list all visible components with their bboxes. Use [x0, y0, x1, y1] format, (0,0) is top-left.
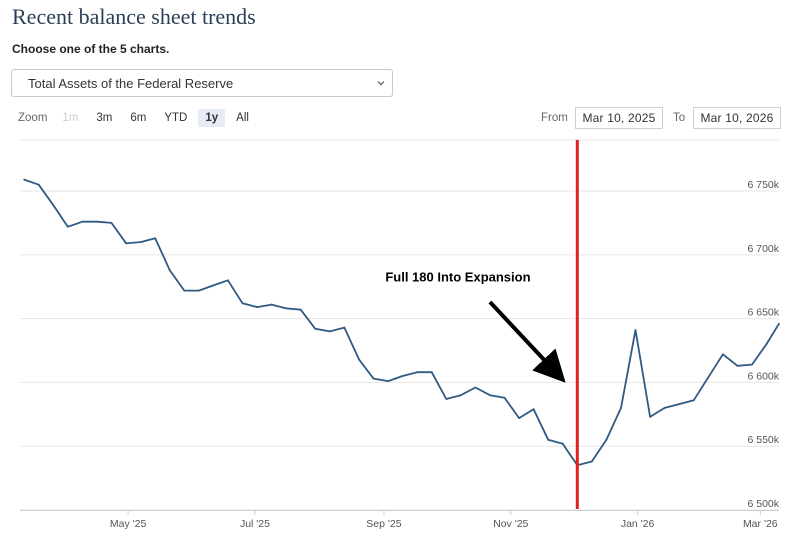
data-point — [110, 222, 113, 224]
zoom-ytd-button[interactable]: YTD — [164, 112, 188, 124]
data-point — [721, 353, 724, 356]
data-point — [416, 371, 419, 374]
data-point — [183, 289, 186, 292]
x-tick-label: Jul '25 — [240, 518, 270, 530]
data-point — [154, 237, 157, 240]
y-tick-label: 6 650k — [747, 307, 779, 319]
data-point — [401, 375, 404, 377]
data-point — [343, 326, 346, 329]
data-point — [168, 269, 171, 272]
data-point — [270, 303, 273, 306]
data-point — [518, 417, 520, 420]
data-point — [197, 289, 200, 292]
zoom-1y-button[interactable]: 1y — [198, 109, 226, 127]
y-tick-label: 6 500k — [747, 498, 779, 510]
data-point — [751, 363, 753, 366]
data-point — [445, 398, 448, 400]
to-label: To — [673, 112, 686, 124]
data-point — [23, 178, 26, 181]
y-tick-label: 6 550k — [747, 434, 779, 446]
data-point — [52, 204, 55, 206]
y-tick-label: 6 700k — [747, 243, 779, 255]
data-point — [358, 358, 360, 361]
chart-select-value: Total Assets of the Federal Reserve — [28, 75, 234, 91]
x-tick-label: Nov '25 — [493, 518, 528, 530]
series-line-total-assets — [23, 178, 780, 467]
data-point — [649, 415, 651, 418]
data-point — [372, 377, 375, 380]
zoom-1m-button[interactable]: 1m — [62, 112, 79, 124]
annotation-arrow — [488, 300, 566, 383]
data-point — [328, 330, 331, 333]
data-point — [139, 241, 142, 243]
zoom-all-button[interactable]: All — [236, 112, 249, 124]
zoom-bar: Zoom 1m 3m 6m YTD 1y All — [18, 109, 260, 127]
zoom-3m-button[interactable]: 3m — [96, 112, 113, 124]
chart-chooser-label: Choose one of the 5 charts. — [12, 42, 170, 56]
data-point — [547, 438, 550, 441]
chevron-down-icon — [377, 81, 385, 86]
data-point — [736, 364, 739, 367]
data-point — [241, 302, 244, 305]
data-point — [678, 403, 681, 406]
x-tick-label: May '25 — [110, 518, 147, 530]
data-point — [590, 460, 593, 463]
y-tick-label: 6 600k — [747, 370, 779, 382]
data-point — [503, 396, 506, 399]
data-point — [620, 407, 622, 409]
chart-select-dropdown[interactable]: Total Assets of the Federal Reserve — [11, 69, 393, 97]
to-date-input[interactable]: Mar 10, 2026 — [693, 107, 781, 129]
data-point — [212, 284, 215, 287]
data-point — [430, 371, 433, 374]
from-label: From — [541, 112, 568, 124]
data-point — [96, 220, 98, 223]
data-point — [387, 380, 389, 383]
zoom-6m-button[interactable]: 6m — [130, 112, 147, 124]
data-point — [314, 327, 317, 330]
data-point — [125, 242, 127, 245]
data-point — [561, 442, 564, 445]
data-point — [81, 220, 84, 223]
data-point — [37, 183, 40, 186]
data-point — [765, 343, 768, 346]
data-point — [299, 308, 302, 311]
x-tick-label: Jan '26 — [621, 518, 655, 530]
data-point — [459, 394, 462, 397]
data-point — [605, 438, 608, 441]
data-point — [256, 306, 258, 309]
data-point — [692, 399, 695, 402]
from-date-input[interactable]: Mar 10, 2025 — [575, 107, 663, 129]
data-point — [634, 329, 637, 332]
data-point — [778, 322, 780, 325]
y-tick-label: 6 750k — [747, 179, 779, 191]
data-point — [707, 376, 710, 379]
data-point — [474, 386, 477, 389]
zoom-label: Zoom — [18, 112, 48, 124]
data-point — [489, 394, 491, 397]
data-point — [227, 279, 229, 282]
x-tick-label: Mar '26 — [743, 518, 778, 530]
data-point — [532, 408, 535, 411]
page-title: Recent balance sheet trends — [12, 4, 256, 29]
data-point — [663, 407, 666, 409]
data-point — [66, 225, 69, 228]
x-tick-label: Sep '25 — [366, 518, 401, 530]
data-point — [285, 307, 288, 310]
annotation-text: Full 180 Into Expansion — [385, 270, 530, 285]
